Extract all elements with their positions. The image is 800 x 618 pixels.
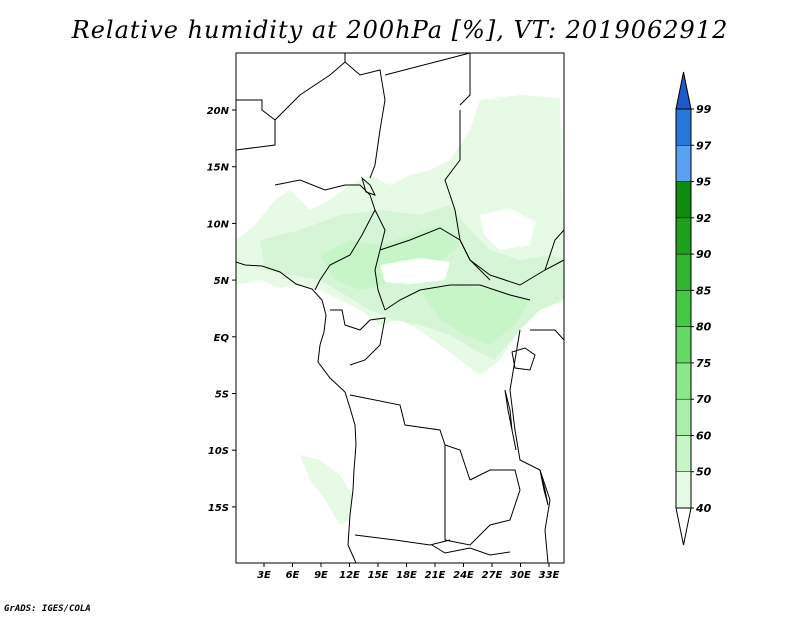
colorbar-label: 75 [696, 357, 712, 370]
lat-tick-label: 20N [207, 106, 230, 117]
border-congo-gabon [330, 309, 386, 366]
credit-label: GrADS: IGES/COLA [4, 604, 91, 614]
border-sahara-1 [236, 99, 276, 151]
colorbar-segment [675, 181, 692, 219]
border-car [379, 227, 491, 281]
colorbar-frame [675, 108, 692, 509]
lat-tick-label: 5N [214, 276, 230, 287]
lake-tanganyika [504, 389, 517, 451]
colorbar-segment [675, 145, 692, 182]
colorbar-label: 70 [696, 393, 712, 406]
humidity-area-east [420, 285, 530, 345]
west-africa-coast [236, 261, 357, 563]
border-cameroon-chad [374, 209, 386, 311]
colorbar-label: 80 [696, 321, 712, 334]
colorbar: 40 50 60 70 75 80 85 90 92 95 97 99 [675, 71, 712, 546]
lon-tick-label: 12E [339, 570, 360, 581]
colorbar-label: 95 [696, 176, 712, 189]
lon-tick-label: 15E [368, 570, 389, 581]
lon-tick-label: 9E [314, 570, 328, 581]
lat-tick-label: 5S [215, 390, 229, 401]
border-drc-angola [349, 394, 471, 481]
border-zambia [444, 469, 521, 546]
humidity-field [236, 95, 564, 525]
lake-malawi [539, 469, 549, 506]
colorbar-label: 85 [696, 284, 712, 297]
lat-tick-label: EQ [214, 333, 230, 344]
border-chad-north [384, 53, 471, 76]
lake-chad [361, 176, 376, 196]
border-south-sudan [489, 259, 564, 286]
dry-pocket [380, 258, 450, 284]
colorbar-segment [675, 71, 692, 110]
lon-tick-label: 27E [482, 570, 503, 581]
border-chad-libya [459, 53, 471, 106]
colorbar-label: 97 [696, 139, 712, 152]
border-ethiopia [544, 229, 564, 271]
colorbar-segment [675, 435, 692, 472]
latitude-axis: 20N 15N 10N 5N EQ 5S 10S 15S [207, 106, 236, 514]
dry-pocket-east [480, 208, 535, 250]
longitude-axis: 3E 6E 9E 12E 15E 18E 21E 24E 27E 30E 33E [257, 563, 560, 581]
lat-tick-label: 15S [208, 503, 229, 514]
colorbar-segment [675, 362, 692, 400]
colorbar-segment [675, 253, 692, 291]
colorbar-segment [675, 507, 692, 546]
coastlines-borders [236, 53, 564, 563]
lon-tick-label: 21E [425, 570, 446, 581]
border-sahara-2 [274, 53, 346, 121]
border-east-lakes [509, 329, 551, 563]
lake-victoria [511, 347, 536, 371]
colorbar-label: 50 [696, 466, 712, 479]
lat-tick-label: 10N [207, 219, 230, 230]
border-angola-south [354, 534, 451, 546]
lat-tick-label: 15N [207, 163, 230, 174]
border-sahara-3 [344, 61, 386, 179]
colorbar-segment [675, 108, 692, 146]
border-kenya-tanzania [530, 329, 564, 341]
border-niger-nigeria [274, 179, 371, 196]
humidity-area-core [320, 225, 460, 290]
colorbar-segment [675, 471, 692, 509]
lon-tick-label: 30E [510, 570, 531, 581]
colorbar-segment [675, 217, 692, 255]
border-car-drc [384, 284, 531, 311]
colorbar-label: 99 [696, 103, 712, 116]
lat-tick-label: 10S [208, 446, 229, 457]
lon-tick-label: 18E [396, 570, 417, 581]
colorbar-label: 40 [695, 502, 712, 515]
colorbar-label: 92 [696, 212, 712, 225]
south-border [431, 544, 511, 556]
colorbar-label: 90 [696, 248, 712, 261]
lon-tick-label: 6E [286, 570, 300, 581]
lon-tick-label: 33E [539, 570, 560, 581]
colorbar-label: 60 [696, 429, 712, 442]
chart-title: Relative humidity at 200hPa [%], VT: 201… [71, 16, 729, 44]
lon-tick-label: 3E [257, 570, 271, 581]
colorbar-segment [675, 398, 692, 436]
humidity-area-southwest [300, 455, 352, 525]
map-frame [235, 52, 565, 564]
lon-tick-label: 24E [453, 570, 474, 581]
colorbar-segment [675, 326, 692, 364]
colorbar-segment [675, 290, 692, 327]
